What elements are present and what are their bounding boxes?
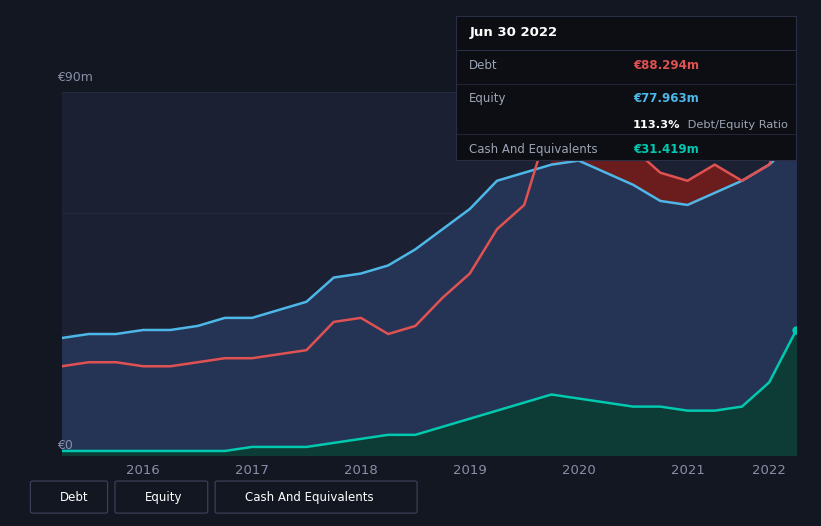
Text: Equity: Equity <box>144 491 182 503</box>
Text: 2016: 2016 <box>126 464 160 478</box>
Text: €31.419m: €31.419m <box>633 143 699 156</box>
Text: 2020: 2020 <box>562 464 595 478</box>
Text: 2022: 2022 <box>752 464 786 478</box>
Text: 2021: 2021 <box>671 464 704 478</box>
Text: Equity: Equity <box>470 93 507 105</box>
Text: €90m: €90m <box>57 71 94 84</box>
Text: Cash And Equivalents: Cash And Equivalents <box>470 143 598 156</box>
Text: Debt: Debt <box>60 491 89 503</box>
Text: 2019: 2019 <box>453 464 487 478</box>
Text: Jun 30 2022: Jun 30 2022 <box>470 26 557 39</box>
Text: Debt/Equity Ratio: Debt/Equity Ratio <box>684 120 788 130</box>
Text: 2018: 2018 <box>344 464 378 478</box>
Text: Debt: Debt <box>470 59 498 72</box>
Text: Cash And Equivalents: Cash And Equivalents <box>245 491 374 503</box>
Text: €77.963m: €77.963m <box>633 93 699 105</box>
Text: 113.3%: 113.3% <box>633 120 681 130</box>
Text: 2017: 2017 <box>235 464 269 478</box>
Text: €0: €0 <box>57 439 73 452</box>
Text: €88.294m: €88.294m <box>633 59 699 72</box>
